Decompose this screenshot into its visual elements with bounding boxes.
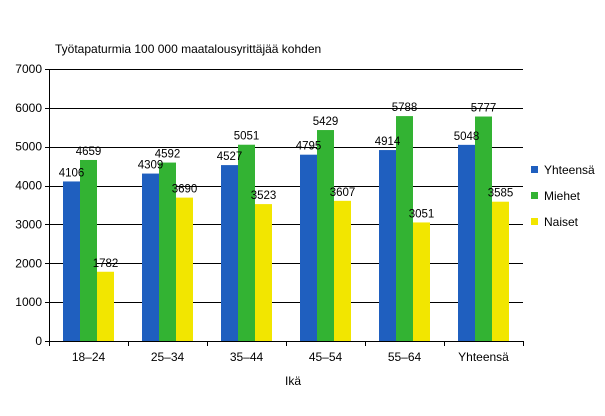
- y-tick-label: 5000: [15, 140, 42, 154]
- legend-swatch: [531, 166, 538, 173]
- bar: [334, 200, 351, 341]
- x-tick-label: 45–54: [309, 350, 343, 364]
- y-tick-labels: 0 1000 2000 3000 4000 5000 6000 7000: [15, 62, 49, 348]
- bar: [300, 154, 317, 341]
- data-label: 4309: [138, 160, 164, 172]
- data-label: 3607: [330, 187, 356, 199]
- x-tick-label: Yhteensä: [458, 350, 509, 364]
- data-label: 4527: [217, 151, 243, 163]
- data-label: 5788: [392, 102, 418, 114]
- bar: [176, 197, 193, 341]
- bar: [396, 116, 413, 342]
- x-tick-label: 55–64: [388, 350, 422, 364]
- y-tick-label: 3000: [15, 217, 42, 231]
- data-label: 5777: [471, 103, 497, 115]
- axes: [49, 69, 524, 346]
- data-label: 4795: [296, 141, 322, 153]
- bar: [255, 204, 272, 341]
- y-tick-label: 0: [35, 334, 42, 348]
- gridlines: [49, 69, 523, 303]
- legend-label: Yhteensä: [544, 163, 595, 177]
- bar: [97, 271, 114, 341]
- data-label: 5048: [454, 131, 480, 143]
- bar: [63, 181, 80, 341]
- legend: Yhteensä Miehet Naiset: [531, 163, 595, 229]
- y-tick-label: 4000: [15, 179, 42, 193]
- y-tick-label: 2000: [15, 256, 42, 270]
- x-tick-label: 25–34: [151, 350, 185, 364]
- x-axis-label: Ikä: [285, 374, 301, 388]
- data-label: 5051: [234, 131, 260, 143]
- data-label: 4659: [76, 146, 102, 158]
- data-label: 3523: [251, 190, 277, 202]
- legend-swatch: [531, 192, 538, 199]
- bar: [159, 162, 176, 341]
- data-label: 4592: [155, 149, 181, 161]
- y-tick-label: 1000: [15, 295, 42, 309]
- chart-title: Työtapaturmia 100 000 maatalousyrittäjää…: [55, 42, 321, 56]
- x-tick-labels: 18–24 25–34 35–44 45–54 55–64 Yhteensä: [72, 350, 509, 364]
- data-label: 5429: [313, 116, 339, 128]
- legend-swatch: [531, 218, 538, 225]
- data-label: 1782: [93, 258, 119, 270]
- x-tick-label: 18–24: [72, 350, 106, 364]
- data-label: 3585: [488, 188, 514, 200]
- bars: [63, 116, 509, 342]
- x-tick-label: 35–44: [230, 350, 264, 364]
- bar: [413, 222, 430, 341]
- legend-label: Naiset: [544, 215, 579, 229]
- bar: [379, 150, 396, 341]
- data-label: 3690: [172, 184, 198, 196]
- bar: [238, 144, 255, 341]
- legend-label: Miehet: [544, 189, 581, 203]
- y-tick-label: 6000: [15, 101, 42, 115]
- bar: [80, 159, 97, 341]
- data-label: 3051: [409, 208, 435, 220]
- bar: [458, 144, 475, 341]
- bar: [221, 165, 238, 341]
- bar: [475, 116, 492, 342]
- bar: [317, 130, 334, 341]
- data-label: 4914: [375, 136, 401, 148]
- y-tick-label: 7000: [15, 62, 42, 76]
- data-label: 4106: [59, 167, 85, 179]
- bar: [492, 201, 509, 341]
- bar: [142, 173, 159, 341]
